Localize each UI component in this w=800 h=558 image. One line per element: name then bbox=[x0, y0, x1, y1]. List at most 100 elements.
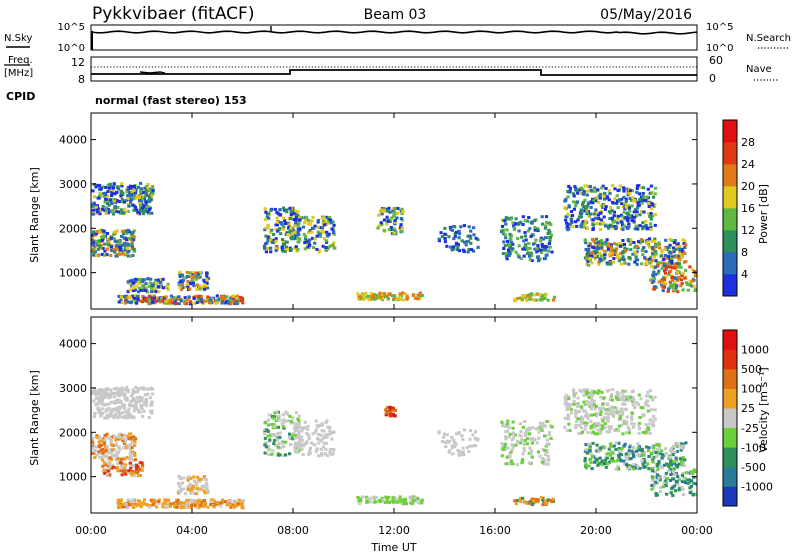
power-echo-cell bbox=[395, 216, 399, 220]
colorbar-frame bbox=[722, 119, 738, 297]
power-echo-cell bbox=[518, 296, 522, 300]
power-echo-cell bbox=[125, 300, 129, 303]
velocity-echo-cell bbox=[640, 459, 644, 462]
power-echo-cell bbox=[599, 211, 603, 215]
velocity-echo-cell bbox=[117, 407, 121, 411]
power-echo-cell bbox=[504, 222, 508, 226]
power-echo-cell bbox=[506, 240, 510, 243]
power-echo-cell bbox=[285, 248, 289, 251]
velocity-echo-cell bbox=[118, 411, 122, 415]
velocity-echo-cell bbox=[108, 462, 112, 466]
velocity-echo-cell bbox=[151, 392, 155, 396]
power-echo-cell bbox=[594, 237, 598, 241]
power-echo-cell bbox=[648, 237, 652, 241]
velocity-echo-cell bbox=[129, 455, 133, 459]
power-echo-cell bbox=[125, 238, 129, 242]
power-echo-cell bbox=[583, 198, 587, 202]
power-echo-cell bbox=[183, 301, 187, 305]
power-echo-cell bbox=[520, 297, 524, 301]
power-echo-cell bbox=[178, 270, 182, 274]
velocity-echo-cell bbox=[607, 425, 611, 429]
power-echo-cell bbox=[548, 245, 552, 249]
power-colorbar-label: Power [dB] bbox=[757, 184, 770, 244]
power-echo-cell bbox=[593, 216, 597, 220]
power-echo-cell bbox=[113, 239, 117, 243]
power-echo-cell bbox=[104, 197, 108, 201]
velocity-echo-cell bbox=[263, 451, 267, 455]
velocity-echo-cell bbox=[106, 464, 110, 468]
velocity-echo-cell bbox=[629, 443, 633, 447]
power-echo-cell bbox=[285, 208, 289, 212]
velocity-echo-cell bbox=[643, 460, 647, 464]
power-echo-cell bbox=[186, 280, 190, 283]
velocity-echo-cell bbox=[119, 437, 123, 441]
power-echo-cell bbox=[150, 211, 154, 215]
velocity-echo-cell bbox=[324, 421, 328, 424]
velocity-echo-cell bbox=[645, 445, 649, 449]
velocity-echo-cell bbox=[277, 442, 281, 445]
power-echo-cell bbox=[546, 249, 550, 253]
power-echo-cell bbox=[144, 207, 148, 211]
velocity-echo-cell bbox=[100, 456, 104, 460]
power-echo-cell bbox=[203, 283, 207, 287]
velocity-echo-cell bbox=[596, 428, 600, 432]
velocity-echo-cell bbox=[673, 473, 677, 477]
power-echo-cell bbox=[600, 245, 604, 249]
power-echo-cell bbox=[315, 234, 319, 238]
velocity-echo-cell bbox=[594, 422, 598, 425]
velocity-echo-cell bbox=[596, 391, 600, 395]
power-echo-cell bbox=[106, 237, 111, 241]
velocity-echo-cell bbox=[547, 433, 552, 437]
power-echo-cell bbox=[501, 228, 506, 232]
velocity-echo-cell bbox=[511, 445, 515, 449]
power-echo-cell bbox=[644, 261, 648, 265]
velocity-echo-cell bbox=[277, 445, 281, 449]
power-echo-cell bbox=[106, 183, 110, 187]
velocity-echo-cell bbox=[459, 450, 463, 454]
power-echo-cell bbox=[114, 209, 118, 213]
power-echo-cell bbox=[186, 284, 190, 288]
velocity-echo-cell bbox=[303, 420, 307, 424]
velocity-echo-cell bbox=[612, 415, 616, 418]
power-echo-cell bbox=[662, 277, 666, 281]
velocity-echo-cell bbox=[101, 438, 105, 442]
velocity-echo-cell bbox=[110, 443, 114, 447]
velocity-echo-cell bbox=[142, 498, 147, 502]
velocity-echo-cell bbox=[655, 455, 659, 458]
velocity-echo-cell bbox=[605, 402, 609, 406]
velocity-echo-cell bbox=[682, 477, 686, 481]
power-echo-cell bbox=[464, 243, 468, 247]
velocity-echo-cell bbox=[189, 483, 193, 486]
velocity-echo-cell bbox=[675, 450, 679, 453]
x-axis-ticks: 00:00 04:00 08:00 12:00 16:00 20:00 00:00 bbox=[75, 113, 713, 537]
power-echo-cell bbox=[151, 283, 155, 287]
colorbar-swatch bbox=[723, 120, 737, 143]
power-echo-cell bbox=[116, 185, 120, 189]
velocity-echo-cell bbox=[651, 397, 655, 401]
velocity-echo-cell bbox=[148, 387, 152, 391]
velocity-echo-cell bbox=[274, 419, 278, 423]
power-echo-cell bbox=[136, 210, 140, 214]
power-echo-cell bbox=[111, 186, 115, 190]
power-echo-cell bbox=[194, 294, 198, 298]
power-echo-cell bbox=[148, 207, 152, 211]
velocity-echo-cell bbox=[461, 437, 465, 441]
power-echo-cell bbox=[630, 215, 634, 219]
velocity-echo-cell bbox=[183, 502, 188, 506]
velocity-echo-cell bbox=[502, 424, 506, 428]
power-echo-cell bbox=[545, 253, 549, 257]
velocity-echo-cell bbox=[605, 430, 609, 434]
power-echo-cell bbox=[523, 219, 527, 223]
power-echo-cell bbox=[625, 203, 629, 207]
power-echo-cell bbox=[587, 248, 591, 251]
velocity-echo-cell bbox=[273, 411, 277, 415]
velocity-echo-cell bbox=[673, 451, 677, 455]
power-echo-cell bbox=[112, 182, 116, 186]
power-echo-cell bbox=[593, 254, 597, 258]
power-echo-cell bbox=[102, 195, 106, 199]
velocity-echo-cell bbox=[330, 452, 334, 456]
velocity-echo-cell bbox=[175, 505, 179, 509]
velocity-echo-cell bbox=[121, 502, 125, 506]
power-echo-cell bbox=[269, 239, 273, 242]
power-echo-cell bbox=[592, 238, 596, 242]
